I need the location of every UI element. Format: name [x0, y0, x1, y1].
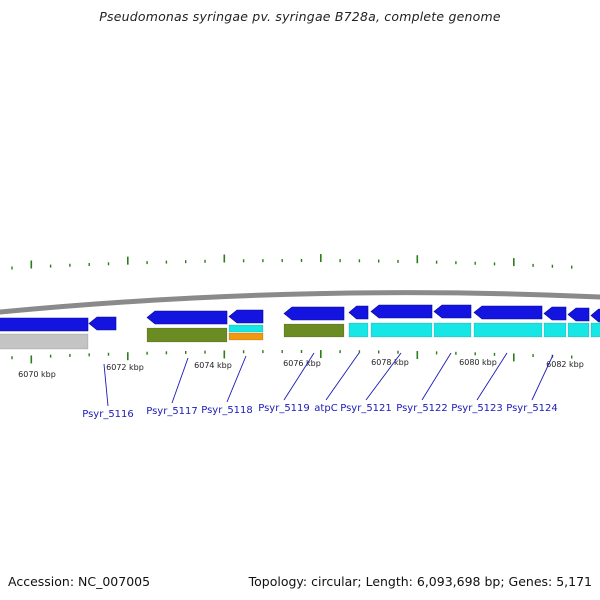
- gene-arrow-10[interactable]: [543, 306, 567, 321]
- genome-backbone: [0, 290, 600, 315]
- scale-label: 6074 kbp: [194, 361, 232, 370]
- annotation-box-cyan[interactable]: [370, 322, 433, 338]
- gene-label[interactable]: Psyr_5118: [201, 405, 253, 416]
- gene-arrow-3[interactable]: [146, 310, 228, 325]
- gene-leader-line: [421, 352, 452, 401]
- gene-label[interactable]: atpC: [314, 403, 337, 414]
- gene-leader-line: [103, 363, 109, 407]
- annotation-box-cyan[interactable]: [228, 324, 264, 333]
- gene-leader-line: [365, 352, 402, 401]
- gene-leader-line: [171, 357, 189, 404]
- gene-label[interactable]: Psyr_5122: [396, 403, 448, 414]
- gene-label[interactable]: Psyr_5116: [82, 409, 134, 420]
- scale-label: 6076 kbp: [283, 359, 321, 368]
- scale-ticks: 6070 kbp 6072 kbp 6074 kbp 6076 kbp 6078 kbp…: [11, 254, 584, 379]
- annotation-box-cyan[interactable]: [543, 322, 567, 338]
- gene-leader-line: [325, 352, 360, 401]
- gene-arrow-7[interactable]: [370, 304, 433, 319]
- genome-summary-text: Topology: circular; Length: 6,093,698 bp…: [248, 574, 592, 589]
- gene-label[interactable]: Psyr_5119: [258, 403, 310, 414]
- gene-label[interactable]: Psyr_5123: [451, 403, 503, 414]
- annotation-box-green[interactable]: [146, 327, 228, 343]
- gene-arrow-9[interactable]: [473, 305, 543, 320]
- annotation-box-cyan[interactable]: [567, 322, 590, 338]
- gene-label[interactable]: Psyr_5117: [146, 406, 198, 417]
- accession-text: Accession: NC_007005: [8, 574, 151, 589]
- scale-label: 6082 kbp: [546, 360, 584, 369]
- gene-labels: Psyr_5116 Psyr_5117 Psyr_5118 Psyr_5119 atpC…: [82, 352, 558, 420]
- gene-arrow-4[interactable]: [228, 309, 264, 324]
- annotation-box-cyan[interactable]: [473, 322, 543, 338]
- scale-label: 6078 kbp: [371, 358, 409, 367]
- gene-leader-line: [283, 352, 315, 401]
- gene-arrow-8[interactable]: [433, 304, 472, 319]
- gene-arrow-5[interactable]: [283, 306, 345, 321]
- gene-arrow-12[interactable]: [590, 308, 600, 323]
- gene-arrow-11[interactable]: [567, 307, 590, 322]
- annotation-box-cyan[interactable]: [348, 322, 369, 338]
- scale-label: 6070 kbp: [18, 370, 56, 379]
- annotation-box-green[interactable]: [283, 323, 345, 338]
- annotation-box-cyan[interactable]: [590, 322, 600, 338]
- gene-leader-line: [476, 352, 508, 401]
- gene-leader-line: [531, 354, 554, 401]
- annotation-box-cyan[interactable]: [433, 322, 472, 338]
- map-title: Pseudomonas syringae pv. syringae B728a,…: [99, 9, 501, 24]
- gene-arrow-2[interactable]: [88, 316, 117, 331]
- gene-arrow-1[interactable]: [0, 317, 89, 332]
- annotation-box-orange[interactable]: [228, 332, 264, 341]
- gene-arrow-6[interactable]: [348, 305, 369, 320]
- gene-label[interactable]: Psyr_5121: [340, 403, 392, 414]
- gene-track: [0, 304, 600, 350]
- annotation-box-gray[interactable]: [0, 333, 89, 350]
- gene-leader-line: [226, 355, 247, 403]
- scale-label: 6080 kbp: [459, 358, 497, 367]
- gene-label[interactable]: Psyr_5124: [506, 403, 558, 414]
- scale-label: 6072 kbp: [106, 363, 144, 372]
